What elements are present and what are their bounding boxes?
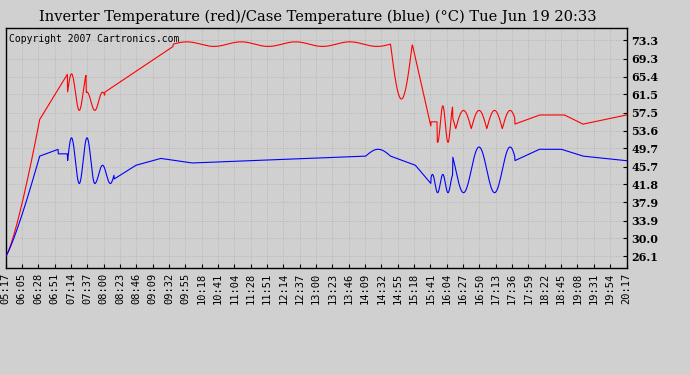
Text: Copyright 2007 Cartronics.com: Copyright 2007 Cartronics.com	[8, 34, 179, 44]
Text: Inverter Temperature (red)/Case Temperature (blue) (°C) Tue Jun 19 20:33: Inverter Temperature (red)/Case Temperat…	[39, 9, 596, 24]
